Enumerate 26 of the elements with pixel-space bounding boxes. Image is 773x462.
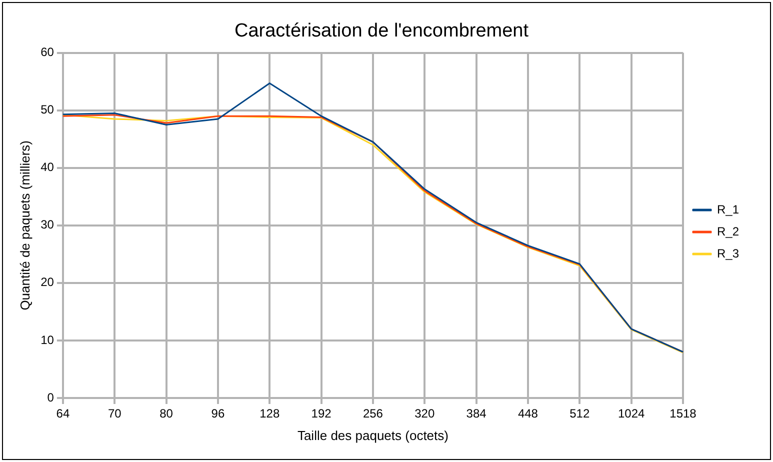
x-tick-label: 64 xyxy=(56,406,70,421)
x-tick-label: 384 xyxy=(466,406,487,421)
y-axis-title: Quantité de paquets (milliers) xyxy=(17,140,32,310)
x-tick-label: 512 xyxy=(570,406,590,421)
y-tick-label: 60 xyxy=(40,45,54,60)
y-tick-label: 40 xyxy=(40,160,54,174)
y-tick-label: 50 xyxy=(40,102,54,117)
x-tick-label: 256 xyxy=(362,406,384,421)
y-tick-label: 30 xyxy=(40,218,54,232)
chart-title: Caractérisation de l'encombrement xyxy=(234,20,530,42)
legend-label: R_3 xyxy=(716,246,740,260)
x-tick-label: 1024 xyxy=(618,406,645,421)
y-tick-label: 10 xyxy=(40,332,54,347)
x-tick-label: 128 xyxy=(260,406,280,421)
y-tick-label: 20 xyxy=(40,275,54,290)
x-tick-label: 80 xyxy=(160,406,174,421)
x-tick-label: 96 xyxy=(211,406,225,421)
x-axis-title: Taille des paquets (octets) xyxy=(297,428,448,443)
x-tick-label: 448 xyxy=(518,406,538,421)
y-tick-label: 0 xyxy=(47,390,54,404)
legend-label: R_2 xyxy=(716,224,740,238)
legend-label: R_1 xyxy=(716,202,740,216)
x-tick-label: 192 xyxy=(311,406,332,421)
x-tick-label: 1518 xyxy=(670,406,697,421)
x-tick-label: 70 xyxy=(108,406,122,421)
x-tick-label: 320 xyxy=(414,406,435,421)
